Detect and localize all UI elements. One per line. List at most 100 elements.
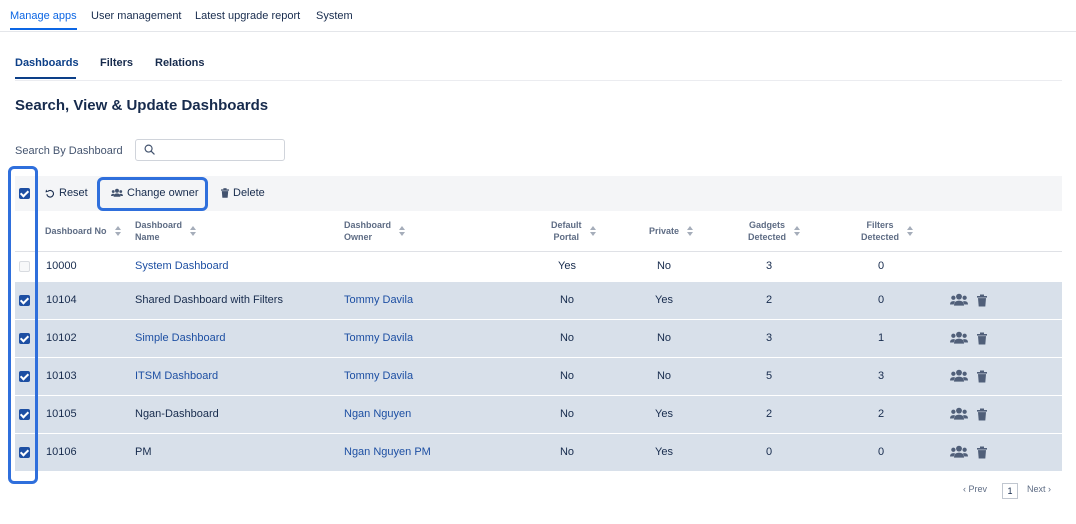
table-row[interactable]: 10105 Ngan-Dashboard Ngan Nguyen No Yes 2 2	[15, 396, 1062, 434]
gadgets-detected: 2	[765, 408, 773, 420]
column-header-dashboard-owner[interactable]: Dashboard Owner	[344, 219, 406, 243]
change-owner-icon[interactable]	[950, 293, 968, 307]
trash-icon[interactable]	[977, 408, 987, 421]
sub-navigation: Dashboards Filters Relations	[15, 50, 1062, 81]
row-actions	[950, 369, 987, 383]
column-header-gadgets-detected[interactable]: Gadgets Detected	[748, 219, 801, 243]
table-row[interactable]: 10104 Shared Dashboard with Filters Tommy …	[15, 282, 1062, 320]
dashboard-name: PM	[135, 446, 152, 458]
dashboard-name[interactable]: ITSM Dashboard	[135, 370, 219, 382]
change-owner-highlight	[97, 177, 208, 211]
column-header-dashboard-no[interactable]: Dashboard No	[45, 225, 121, 237]
table-row[interactable]: 10102 Simple Dashboard Tommy Davila No No 3 1	[15, 320, 1062, 358]
tab-relations[interactable]: Relations	[155, 57, 205, 69]
filters-detected: 0	[877, 446, 885, 458]
column-header-label: Private	[649, 226, 680, 236]
dashboard-name[interactable]: System Dashboard	[135, 260, 229, 272]
trash-icon	[221, 188, 229, 198]
reset-button[interactable]: Reset	[45, 187, 88, 199]
default-portal: No	[559, 446, 575, 458]
top-navigation: Manage apps User management Latest upgra…	[0, 0, 1076, 32]
change-owner-icon[interactable]	[950, 445, 968, 459]
row-checkbox[interactable]	[19, 371, 30, 382]
change-owner-button[interactable]: Change owner	[111, 187, 199, 199]
search-icon	[144, 144, 155, 155]
row-actions	[950, 445, 987, 459]
row-actions	[950, 407, 987, 421]
row-checkbox[interactable]	[19, 447, 30, 458]
sort-icon	[589, 226, 596, 236]
row-checkbox[interactable]	[19, 409, 30, 420]
row-checkbox[interactable]	[19, 295, 30, 306]
table-row[interactable]: 10103 ITSM Dashboard Tommy Davila No No 5 3	[15, 358, 1062, 396]
checkbox-column-highlight	[8, 166, 38, 484]
trash-icon[interactable]	[977, 370, 987, 383]
change-owner-icon[interactable]	[950, 369, 968, 383]
row-actions	[950, 293, 987, 307]
delete-button[interactable]: Delete	[221, 187, 265, 199]
column-header-default-portal[interactable]: Default Portal	[551, 219, 596, 243]
filters-detected: 1	[877, 332, 885, 344]
current-page[interactable]: 1	[1002, 483, 1018, 499]
gadgets-detected: 5	[765, 370, 773, 382]
column-header-label: Gadgets Detected	[748, 220, 787, 242]
private: Yes	[655, 294, 673, 306]
gadgets-detected: 3	[765, 332, 773, 344]
row-checkbox[interactable]	[19, 261, 30, 272]
sort-icon	[399, 226, 406, 236]
trash-icon[interactable]	[977, 332, 987, 345]
row-checkbox[interactable]	[19, 333, 30, 344]
dashboard-no: 10102	[46, 332, 77, 344]
active-tab-indicator	[10, 28, 77, 30]
tab-dashboards[interactable]: Dashboards	[15, 57, 79, 69]
column-header-private[interactable]: Private	[649, 225, 694, 237]
column-header-filters-detected[interactable]: Filters Detected	[861, 219, 914, 243]
dashboard-name[interactable]: Simple Dashboard	[135, 332, 226, 344]
bulk-action-toolbar: Reset Change owner Delete	[15, 176, 1062, 211]
table-row[interactable]: 10106 PM Ngan Nguyen PM No Yes 0 0	[15, 434, 1062, 472]
default-portal: No	[559, 370, 575, 382]
tab-manage-apps[interactable]: Manage apps	[10, 10, 77, 22]
table-header: Dashboard No Dashboard Name Dashboard Owne…	[15, 212, 1062, 252]
delete-label: Delete	[233, 187, 265, 199]
dashboard-no: 10000	[46, 260, 77, 272]
dashboard-owner[interactable]: Tommy Davila	[344, 370, 414, 382]
search-input[interactable]	[162, 141, 280, 157]
filters-detected: 2	[877, 408, 885, 420]
search-box[interactable]	[135, 139, 285, 161]
change-owner-icon[interactable]	[950, 407, 968, 421]
dashboard-owner[interactable]: Tommy Davila	[344, 332, 414, 344]
sort-icon	[190, 226, 197, 236]
filters-detected: 0	[877, 294, 885, 306]
search-label: Search By Dashboard	[15, 145, 123, 157]
reset-label: Reset	[59, 187, 88, 199]
private: No	[656, 332, 672, 344]
filters-detected: 3	[877, 370, 885, 382]
dashboard-no: 10104	[46, 294, 77, 306]
column-header-label: Dashboard No	[45, 226, 107, 236]
tab-filters[interactable]: Filters	[100, 57, 134, 69]
private: No	[656, 260, 672, 272]
column-header-label: Dashboard Name	[135, 220, 183, 242]
dashboard-owner[interactable]: Tommy Davila	[344, 294, 414, 306]
filters-detected: 0	[877, 260, 885, 272]
column-header-label: Dashboard Owner	[344, 220, 392, 242]
column-header-dashboard-name[interactable]: Dashboard Name	[135, 219, 197, 243]
prev-page-button[interactable]: ‹ Prev	[963, 484, 988, 494]
private: No	[656, 370, 672, 382]
gadgets-detected: 2	[765, 294, 773, 306]
default-portal: Yes	[558, 260, 576, 272]
select-all-checkbox[interactable]	[19, 188, 30, 199]
next-page-button[interactable]: Next ›	[1027, 484, 1052, 494]
tab-system[interactable]: System	[316, 10, 353, 22]
dashboard-owner[interactable]: Ngan Nguyen PM	[344, 446, 431, 458]
trash-icon[interactable]	[977, 294, 987, 307]
active-subtab-indicator	[15, 77, 76, 79]
dashboard-owner[interactable]: Ngan Nguyen	[344, 408, 412, 420]
tab-latest-upgrade-report[interactable]: Latest upgrade report	[195, 10, 301, 22]
change-owner-icon[interactable]	[950, 331, 968, 345]
trash-icon[interactable]	[977, 446, 987, 459]
tab-user-management[interactable]: User management	[91, 10, 182, 22]
default-portal: No	[559, 408, 575, 420]
sort-icon	[794, 226, 801, 236]
